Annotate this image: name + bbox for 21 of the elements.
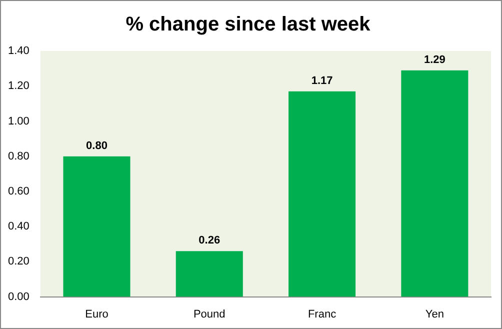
- bar: [401, 70, 468, 297]
- y-tick-label: 1.40: [8, 45, 30, 58]
- y-tick-label: 0.40: [8, 220, 30, 233]
- data-label: 0.80: [86, 140, 108, 152]
- y-tick-label: 1.00: [8, 115, 30, 128]
- y-tick-label: 0.60: [8, 185, 30, 198]
- data-label: 1.17: [311, 74, 333, 87]
- bar: [176, 251, 243, 297]
- bar: [63, 156, 130, 297]
- x-tick-label: Pound: [193, 308, 226, 320]
- y-tick-label: 0.80: [8, 150, 30, 162]
- y-tick-label: 0.20: [8, 256, 30, 268]
- y-tick-label: 0.00: [8, 290, 30, 303]
- x-tick-label: Yen: [425, 308, 444, 320]
- bar: [288, 91, 356, 297]
- chart-title: % change since last week: [126, 14, 372, 36]
- data-label: 0.26: [198, 234, 220, 247]
- data-label: 1.29: [424, 54, 446, 66]
- y-tick-label: 1.20: [8, 80, 30, 92]
- x-tick-label: Franc: [308, 308, 337, 320]
- x-tick-label: Euro: [85, 308, 108, 320]
